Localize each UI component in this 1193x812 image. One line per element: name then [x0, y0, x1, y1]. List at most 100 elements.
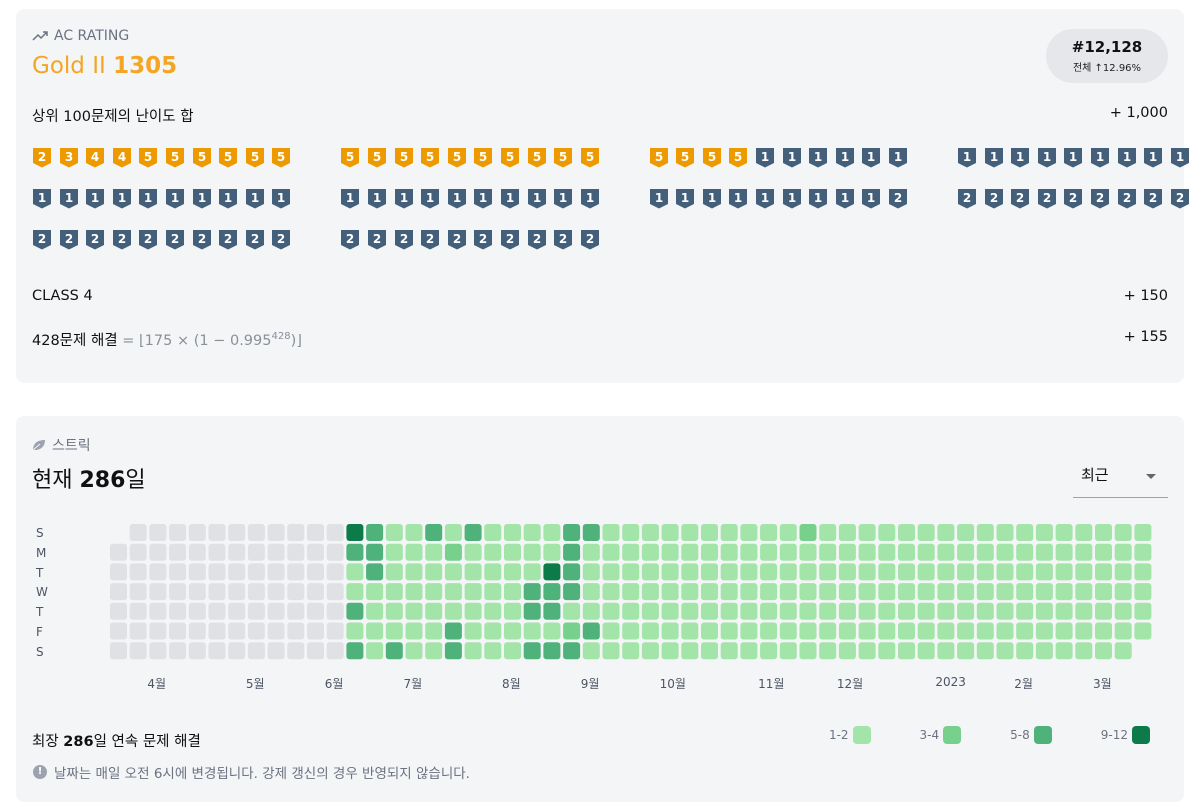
streak-day-cell[interactable] — [701, 583, 718, 601]
streak-day-cell[interactable] — [878, 642, 896, 660]
streak-day-cell[interactable] — [523, 602, 541, 620]
streak-day-cell[interactable] — [504, 524, 521, 541]
streak-day-cell[interactable] — [976, 602, 994, 620]
gold-tier-badge-icon[interactable]: 5 — [340, 147, 360, 168]
gold-tier-badge-icon[interactable]: 5 — [165, 147, 185, 168]
streak-day-cell[interactable] — [1134, 543, 1152, 561]
gold-tier-badge-icon[interactable]: 5 — [420, 147, 440, 168]
silver-tier-badge-icon[interactable]: 1 — [340, 188, 360, 209]
streak-day-cell[interactable] — [504, 642, 521, 660]
silver-tier-badge-icon[interactable]: 2 — [1117, 188, 1137, 209]
streak-day-cell[interactable] — [484, 543, 502, 561]
streak-day-cell[interactable] — [346, 642, 364, 660]
streak-day-cell[interactable] — [681, 543, 699, 561]
silver-tier-badge-icon[interactable]: 2 — [984, 188, 1004, 209]
streak-day-cell[interactable] — [701, 563, 718, 581]
silver-tier-badge-icon[interactable]: 1 — [861, 147, 881, 168]
streak-day-cell[interactable] — [957, 642, 975, 660]
streak-day-cell[interactable] — [838, 524, 856, 541]
streak-day-cell[interactable] — [838, 563, 856, 581]
streak-day-cell[interactable] — [504, 563, 521, 581]
streak-day-cell[interactable] — [740, 642, 758, 660]
streak-day-cell[interactable] — [287, 602, 305, 620]
streak-day-cell[interactable] — [819, 622, 837, 640]
streak-day-cell[interactable] — [129, 602, 147, 620]
streak-day-cell[interactable] — [799, 543, 817, 561]
streak-day-cell[interactable] — [543, 524, 561, 541]
streak-day-cell[interactable] — [799, 524, 817, 541]
streak-day-cell[interactable] — [405, 583, 423, 601]
streak-day-cell[interactable] — [208, 543, 226, 561]
streak-day-cell[interactable] — [779, 622, 797, 640]
silver-tier-badge-icon[interactable]: 2 — [1090, 188, 1110, 209]
streak-day-cell[interactable] — [247, 622, 265, 640]
streak-day-cell[interactable] — [110, 622, 127, 640]
streak-day-cell[interactable] — [247, 583, 265, 601]
streak-day-cell[interactable] — [937, 524, 955, 541]
silver-tier-badge-icon[interactable]: 2 — [957, 188, 977, 209]
silver-tier-badge-icon[interactable]: 2 — [1143, 188, 1163, 209]
streak-day-cell[interactable] — [287, 543, 305, 561]
streak-day-cell[interactable] — [110, 583, 127, 601]
streak-day-cell[interactable] — [307, 543, 324, 561]
streak-day-cell[interactable] — [681, 602, 699, 620]
streak-day-cell[interactable] — [898, 602, 915, 620]
streak-day-cell[interactable] — [326, 583, 344, 601]
streak-day-cell[interactable] — [228, 563, 246, 581]
streak-day-cell[interactable] — [760, 563, 778, 581]
streak-day-cell[interactable] — [720, 524, 738, 541]
silver-tier-badge-icon[interactable]: 2 — [1170, 188, 1190, 209]
streak-day-cell[interactable] — [169, 602, 187, 620]
streak-day-cell[interactable] — [898, 583, 915, 601]
streak-day-cell[interactable] — [326, 563, 344, 581]
streak-day-cell[interactable] — [149, 543, 167, 561]
streak-day-cell[interactable] — [937, 583, 955, 601]
streak-day-cell[interactable] — [405, 524, 423, 541]
silver-tier-badge-icon[interactable]: 2 — [245, 229, 265, 250]
silver-tier-badge-icon[interactable]: 1 — [112, 188, 132, 209]
silver-tier-badge-icon[interactable]: 2 — [447, 229, 467, 250]
gold-tier-badge-icon[interactable]: 5 — [218, 147, 238, 168]
streak-day-cell[interactable] — [247, 602, 265, 620]
streak-day-cell[interactable] — [464, 524, 482, 541]
streak-day-cell[interactable] — [1055, 524, 1073, 541]
silver-tier-badge-icon[interactable]: 1 — [192, 188, 212, 209]
streak-day-cell[interactable] — [1095, 602, 1112, 620]
streak-day-cell[interactable] — [169, 543, 187, 561]
streak-day-cell[interactable] — [799, 563, 817, 581]
streak-day-cell[interactable] — [563, 642, 581, 660]
streak-day-cell[interactable] — [129, 563, 147, 581]
streak-day-cell[interactable] — [779, 563, 797, 581]
streak-day-cell[interactable] — [228, 543, 246, 561]
streak-day-cell[interactable] — [563, 622, 581, 640]
silver-tier-badge-icon[interactable]: 1 — [835, 147, 855, 168]
streak-day-cell[interactable] — [602, 543, 620, 561]
streak-range-select[interactable]: 최근 — [1073, 456, 1168, 498]
streak-day-cell[interactable] — [1095, 543, 1112, 561]
streak-day-cell[interactable] — [681, 524, 699, 541]
streak-day-cell[interactable] — [996, 622, 1014, 640]
streak-day-cell[interactable] — [405, 602, 423, 620]
streak-day-cell[interactable] — [760, 583, 778, 601]
silver-tier-badge-icon[interactable]: 1 — [527, 188, 547, 209]
silver-tier-badge-icon[interactable]: 2 — [138, 229, 158, 250]
silver-tier-badge-icon[interactable]: 1 — [984, 147, 1004, 168]
streak-day-cell[interactable] — [661, 622, 679, 640]
streak-day-cell[interactable] — [169, 524, 187, 541]
streak-day-cell[interactable] — [366, 583, 384, 601]
silver-tier-badge-icon[interactable]: 1 — [1010, 147, 1030, 168]
streak-day-cell[interactable] — [385, 583, 403, 601]
streak-day-cell[interactable] — [1075, 622, 1093, 640]
silver-tier-badge-icon[interactable]: 1 — [580, 188, 600, 209]
streak-day-cell[interactable] — [307, 524, 324, 541]
streak-day-cell[interactable] — [523, 524, 541, 541]
silver-tier-badge-icon[interactable]: 2 — [112, 229, 132, 250]
streak-day-cell[interactable] — [819, 524, 837, 541]
streak-day-cell[interactable] — [602, 583, 620, 601]
streak-day-cell[interactable] — [385, 563, 403, 581]
streak-day-cell[interactable] — [740, 524, 758, 541]
streak-day-cell[interactable] — [346, 543, 364, 561]
streak-day-cell[interactable] — [917, 622, 935, 640]
streak-day-cell[interactable] — [1134, 622, 1152, 640]
streak-day-cell[interactable] — [760, 642, 778, 660]
